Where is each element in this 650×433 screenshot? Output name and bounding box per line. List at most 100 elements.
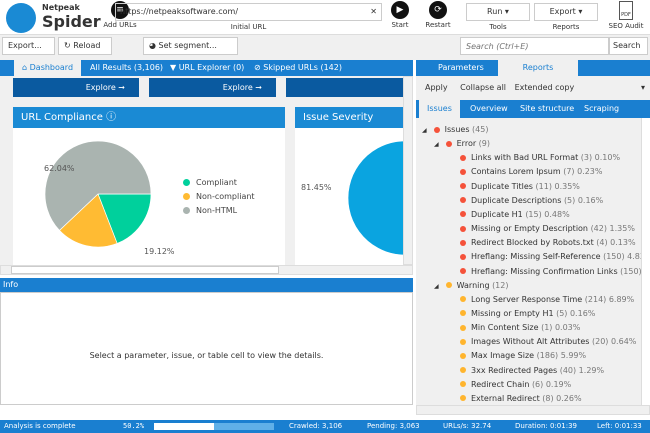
tree-item[interactable]: Contains Lorem Ipsum (7) 0.23% — [460, 165, 603, 179]
expand-toggle-icon[interactable]: ◢ — [422, 127, 427, 134]
card-body: 19.12%18.83%62.04% Compliant Non-complian… — [13, 128, 285, 265]
item-label: Duplicate Titles — [471, 181, 533, 191]
tab-skipped-urls[interactable]: ⊘ Skipped URLs (142) — [254, 60, 342, 76]
subtab-scraping[interactable]: Scraping — [584, 104, 620, 113]
tree-item[interactable]: ◢ Error (9) — [434, 137, 490, 151]
item-count: (150) 4.83% — [603, 252, 641, 262]
pie-slice[interactable] — [58, 193, 118, 248]
item-label: Duplicate Descriptions — [471, 195, 562, 205]
explore-button[interactable]: Explore ➞ — [13, 78, 139, 97]
severity-dot-icon — [460, 239, 466, 246]
tree-item[interactable]: Missing or Empty H1 (5) 0.16% — [460, 307, 595, 321]
apply-button[interactable]: Apply — [425, 83, 448, 92]
tree-item[interactable]: Redirect Chain (6) 0.19% — [460, 378, 571, 392]
explore-button-partial[interactable] — [286, 78, 403, 97]
tab-label: Skipped URLs (142) — [263, 63, 342, 72]
item-label: Issues — [444, 125, 470, 134]
tree-item[interactable]: ◢ Warning (12) — [434, 279, 508, 293]
tree-item[interactable]: External Redirect (8) 0.26% — [460, 392, 582, 405]
clear-icon[interactable]: ✕ — [370, 7, 377, 16]
severity-dot-icon — [460, 211, 466, 218]
tree-item[interactable]: Duplicate H1 (15) 0.48% — [460, 208, 570, 222]
tree-item[interactable]: Long Server Response Time (214) 6.89% — [460, 293, 634, 307]
tab-dashboard[interactable]: ⌂ Dashboard — [14, 60, 82, 76]
brand-bottom: Spider — [42, 12, 101, 31]
seo-audit-button[interactable]: PDF SEO Audit — [606, 1, 646, 30]
item-count: (4) 0.13% — [596, 238, 636, 248]
item-label: Images Without Alt Attributes — [471, 337, 590, 347]
explore-button[interactable]: Explore ➞ — [149, 78, 276, 97]
search-button[interactable]: Search — [609, 37, 648, 55]
item-count: (45) — [472, 125, 489, 134]
filter-icon[interactable]: ▾ — [640, 83, 645, 92]
slice-label: 81.45% — [301, 183, 332, 192]
tree-item[interactable]: Duplicate Descriptions (5) 0.16% — [460, 194, 603, 208]
set-segment-button[interactable]: ◕ Set segment... — [143, 37, 238, 55]
expand-toggle-icon[interactable]: ◢ — [434, 141, 439, 149]
item-count: (186) 5.99% — [536, 351, 587, 361]
export-dropdown[interactable]: Export ▾ — [534, 3, 598, 21]
reload-button[interactable]: ↻ Reload — [58, 37, 112, 55]
dashboard: Explore ➞ Explore ➞ URL Compliance ⓘ 19.… — [0, 76, 403, 265]
tree-item[interactable]: 3xx Redirected Pages (40) 1.29% — [460, 364, 604, 378]
severity-dot-icon — [460, 381, 466, 388]
item-label: Redirect Blocked by Robots.txt — [471, 238, 594, 248]
item-label: Contains Lorem Ipsum — [471, 167, 561, 177]
tab-parameters[interactable]: Parameters — [438, 63, 484, 72]
dashboard-hscrollbar[interactable] — [0, 265, 413, 275]
item-count: (9) — [478, 139, 491, 149]
severity-dot-icon — [460, 324, 466, 331]
tree-item[interactable]: ◢ Issues (45) — [422, 123, 488, 137]
severity-dot-icon — [460, 296, 466, 303]
tab-label: Dashboard — [29, 63, 74, 72]
tree-item[interactable]: Images Without Alt Attributes (20) 0.64% — [460, 335, 636, 349]
tree-item[interactable]: Hreflang: Missing Confirmation Links (15… — [460, 265, 641, 279]
slice-label: 19.12% — [144, 247, 175, 256]
subtab-issues[interactable]: Issues — [419, 100, 460, 118]
tree-item[interactable]: Links with Bad URL Format (3) 0.10% — [460, 151, 620, 165]
tree-item[interactable]: Min Content Size (1) 0.03% — [460, 321, 580, 335]
slice-label: 62.04% — [44, 164, 75, 173]
pie-slice[interactable] — [345, 138, 403, 258]
tree-item[interactable]: Redirect Blocked by Robots.txt (4) 0.13% — [460, 236, 636, 250]
tab-all-results[interactable]: All Results (3,106) — [90, 63, 164, 72]
collapse-all-button[interactable]: Collapse all — [460, 83, 507, 92]
tab-url-explorer[interactable]: ▼ URL Explorer (0) — [170, 60, 244, 76]
subtab-overview[interactable]: Overview — [470, 104, 508, 113]
subtab-site-structure[interactable]: Site structure — [520, 104, 575, 113]
severity-dot-icon — [460, 310, 466, 317]
extended-copy-button[interactable]: Extended copy — [514, 83, 575, 92]
scroll-thumb[interactable] — [11, 266, 279, 274]
play-icon: ▶ — [391, 1, 409, 19]
url-input[interactable]: https://netpeaksoftware.com/ ✕ — [115, 3, 382, 21]
url-label: Initial URL — [230, 23, 267, 31]
search-input[interactable] — [460, 37, 609, 55]
expand-toggle-icon[interactable]: ◢ — [434, 282, 439, 290]
tree-hscrollbar[interactable] — [416, 405, 650, 415]
tree-item[interactable]: Duplicate Titles (11) 0.35% — [460, 180, 580, 194]
tab-reports[interactable]: Reports — [498, 60, 578, 76]
restart-button[interactable]: ⟳ Restart — [424, 1, 452, 29]
tree-item[interactable]: Missing or Empty Description (42) 1.35% — [460, 222, 635, 236]
item-count: (11) 0.35% — [535, 181, 580, 191]
run-label: Run — [487, 7, 503, 16]
progress-bar — [154, 423, 274, 430]
tree-item[interactable]: Max Image Size (186) 5.99% — [460, 349, 586, 363]
severity-dot-icon — [460, 338, 466, 345]
tree-vscrollbar[interactable] — [641, 118, 650, 405]
tree-item[interactable]: Hreflang: Missing Self-Reference (150) 4… — [460, 250, 641, 264]
severity-dot-icon — [460, 367, 466, 374]
spider-logo-icon — [6, 3, 36, 33]
reload-icon: ↻ — [64, 41, 74, 50]
start-button[interactable]: ▶ Start — [388, 1, 412, 29]
pie-slice[interactable] — [97, 193, 152, 244]
run-dropdown[interactable]: Run ▾ — [466, 3, 530, 21]
item-count: (7) 0.23% — [563, 167, 603, 177]
export-button[interactable]: Export... — [2, 37, 55, 55]
pie-slice[interactable] — [44, 140, 152, 231]
status-bar: Analysis is complete 50.2% Crawled: 3,10… — [0, 420, 650, 433]
seo-audit-label: SEO Audit — [608, 22, 644, 30]
reports-toolbar: Apply Collapse all Extended copy ▾ — [416, 76, 650, 100]
item-count: (150) 4.83% — [620, 266, 641, 276]
dashboard-vscrollbar[interactable] — [403, 76, 413, 265]
